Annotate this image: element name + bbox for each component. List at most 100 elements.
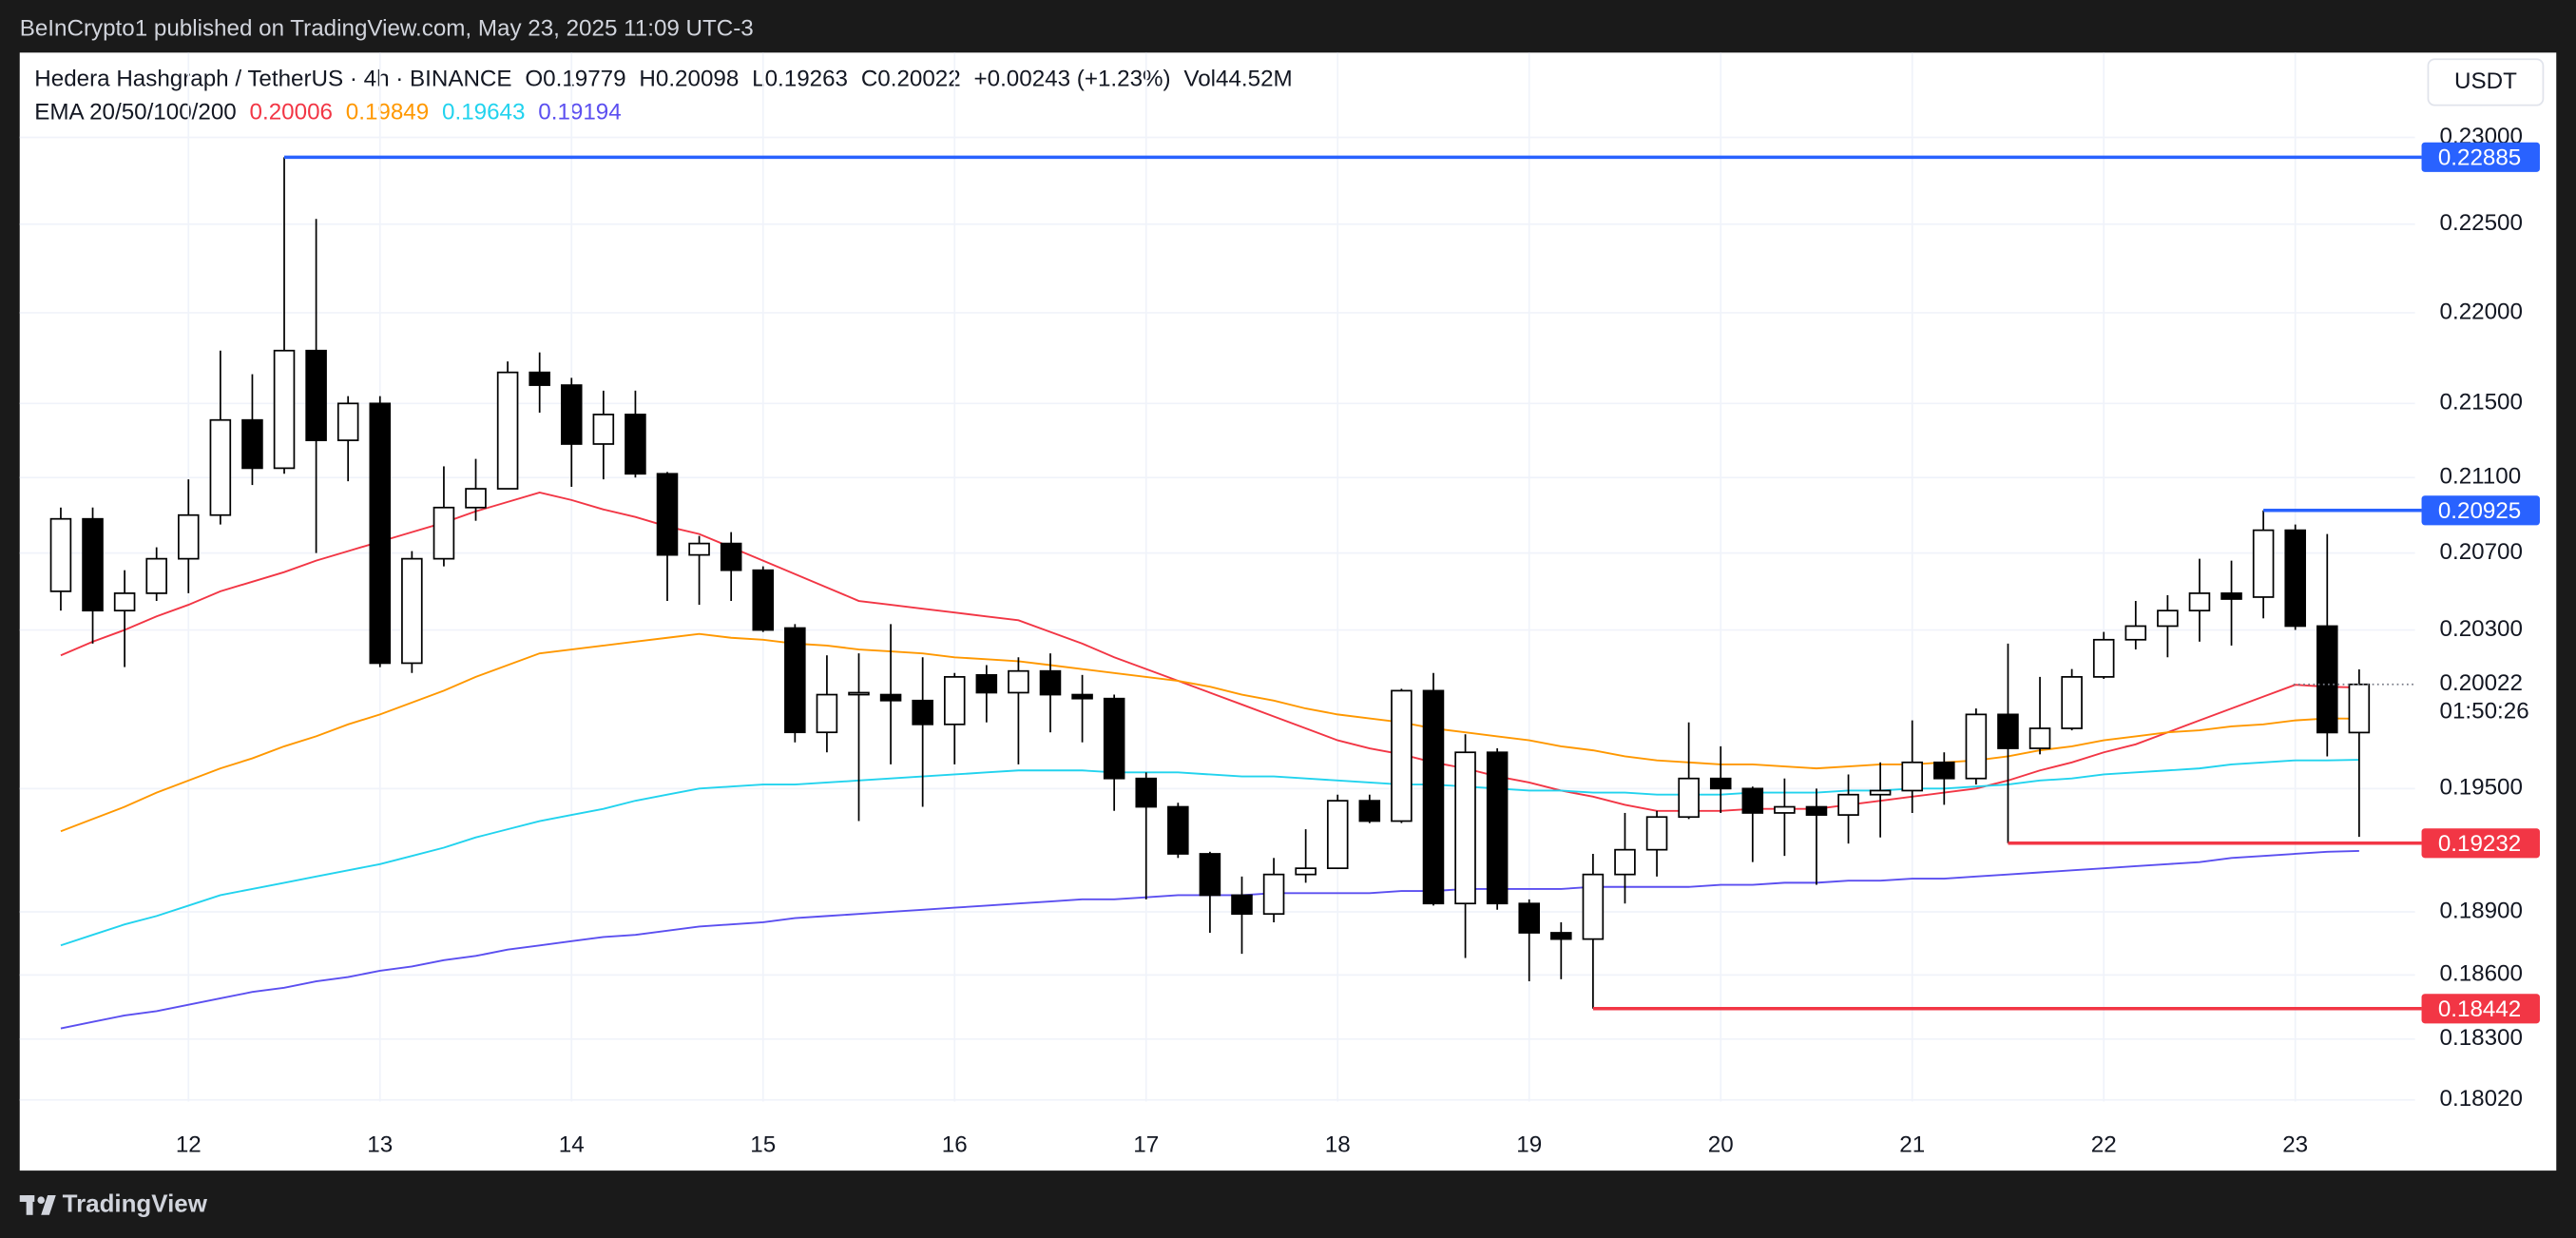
x-tick-label: 19 [1516, 1132, 1542, 1158]
candle-body [1965, 713, 1988, 780]
y-tick-label: 0.18900 [2440, 898, 2523, 923]
candle-body [688, 542, 710, 556]
x-tick-label: 13 [367, 1132, 393, 1158]
candle-body [433, 506, 455, 560]
candle-body [1774, 805, 1796, 814]
x-tick-label: 15 [750, 1132, 776, 1158]
candle-body [2061, 676, 2083, 729]
candle-body [975, 673, 998, 694]
last-price-label: 0.20022 [2440, 670, 2523, 696]
candle-body [1805, 805, 1828, 816]
level-label: 0.18442 [2438, 996, 2521, 1022]
candle-body [1135, 777, 1158, 808]
ema50-value: 0.19849 [346, 100, 429, 126]
candle-body [2028, 727, 2051, 749]
plot-background [19, 52, 2557, 1171]
y-tick-label: 0.20700 [2440, 539, 2523, 565]
candle-body [336, 402, 359, 441]
level-label-box [2421, 994, 2540, 1024]
candle-body [2188, 592, 2211, 612]
close-label: C [861, 67, 877, 92]
candle-body [656, 473, 679, 556]
candle-body [1039, 669, 1062, 696]
x-tick-label: 23 [2282, 1132, 2308, 1158]
candle-body [145, 557, 167, 594]
candle-body [1518, 902, 1541, 934]
candle-body [1295, 867, 1317, 876]
candle-body [625, 414, 646, 475]
ema20-value: 0.20006 [250, 100, 333, 126]
candle-body [1709, 777, 1732, 790]
candle-body [1199, 853, 1221, 897]
candle-body [720, 542, 742, 571]
candle-body [1837, 793, 1859, 816]
candle-body [2092, 638, 2115, 678]
open-label: O [525, 67, 543, 92]
level-label-box [2421, 495, 2540, 526]
candle-body [943, 676, 966, 725]
grid [19, 52, 2415, 1102]
candle-body [1358, 800, 1381, 822]
candle-body [241, 418, 263, 470]
y-tick-label: 0.18600 [2440, 961, 2523, 987]
published-note: BeInCrypto1 published on TradingView.com… [20, 16, 754, 42]
currency[interactable]: USDT [2454, 68, 2517, 94]
candle-body [2252, 529, 2275, 598]
ema-legend: EMA 20/50/100/200 0.20006 0.19849 0.19643 0.… [34, 100, 621, 126]
y-tick-label: 0.19500 [2440, 775, 2523, 801]
low-label: L [752, 67, 764, 92]
x-tick-label: 20 [1708, 1132, 1734, 1158]
candle-body [1741, 787, 1764, 814]
candle-body [1454, 751, 1476, 905]
high-value: 0.20098 [656, 67, 739, 92]
low-value: 0.19263 [765, 67, 848, 92]
candle-body [1582, 873, 1605, 940]
price-axis: 0.230000.225000.220000.215000.211000.207… [176, 124, 2540, 1158]
candle-body [1008, 669, 1029, 694]
y-tick-label: 0.22500 [2440, 210, 2523, 236]
candle-body [1326, 800, 1349, 870]
candle-body [209, 418, 232, 516]
y-tick-label: 0.21100 [2440, 464, 2522, 490]
x-tick-label: 21 [1899, 1132, 1925, 1158]
candle-body [401, 557, 423, 665]
level-label-box [2421, 142, 2540, 172]
candle-body [592, 414, 615, 445]
x-tick-label: 14 [559, 1132, 585, 1158]
y-tick-label: 0.22000 [2440, 299, 2523, 324]
candle-body [369, 402, 392, 665]
candle-body [496, 371, 519, 490]
countdown-label: 01:50:26 [2440, 699, 2529, 725]
x-tick-label: 16 [942, 1132, 968, 1158]
candle-body [816, 693, 838, 734]
candle-body [1869, 789, 1892, 796]
currency-box[interactable] [2427, 58, 2545, 106]
y-tick-label: 0.21500 [2440, 390, 2523, 416]
candle-body [49, 517, 72, 592]
candle-body [752, 569, 775, 631]
candle-body [1645, 816, 1668, 851]
candle-body [2124, 625, 2147, 641]
brand: TradingView [63, 1190, 208, 1217]
y-tick-label: 0.18300 [2440, 1025, 2523, 1051]
x-tick-label: 18 [1325, 1132, 1351, 1158]
candle-body [178, 513, 200, 560]
candle-body [560, 384, 583, 445]
candle-body [1103, 697, 1125, 780]
ema-label: EMA 20/50/100/200 [34, 100, 236, 126]
symbol-header: Hedera Hashgraph / TetherUS · 4h · BINAN… [34, 67, 1292, 92]
candle-body [1167, 805, 1189, 855]
open-value: 0.19779 [543, 67, 625, 92]
candle-body [1231, 894, 1253, 916]
candle-body [2220, 592, 2242, 600]
candle-body [1486, 751, 1509, 905]
candle-body [1262, 873, 1285, 916]
candle-body [1678, 777, 1700, 819]
brand-logo [19, 1195, 56, 1215]
candle-body [784, 627, 806, 734]
candle-body [113, 592, 136, 612]
candle-body [1997, 713, 2019, 749]
volume: 44.52M [1216, 67, 1293, 92]
candle-body [465, 488, 487, 509]
